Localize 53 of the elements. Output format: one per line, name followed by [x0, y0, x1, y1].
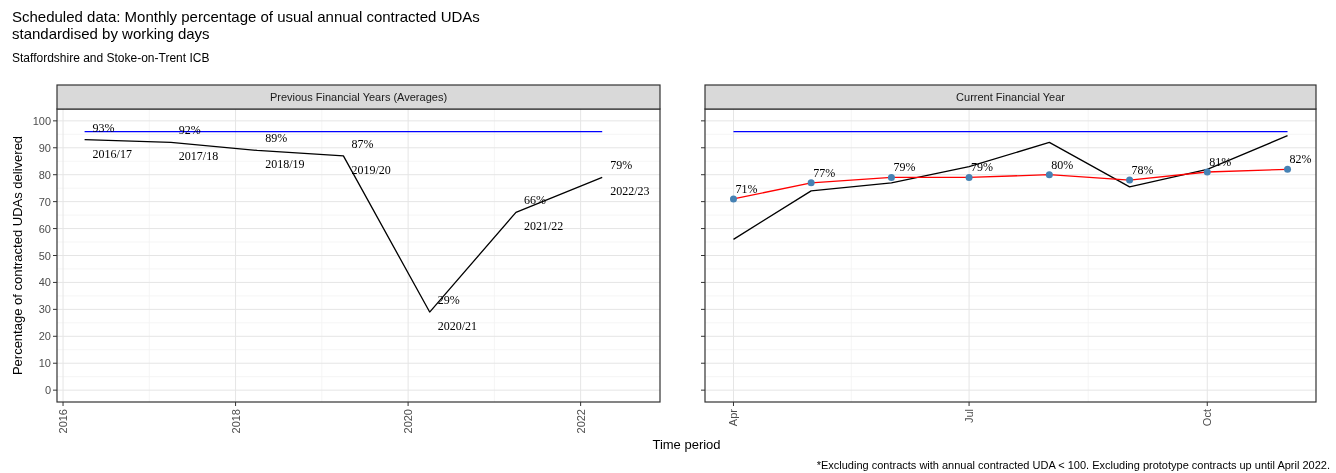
point	[887, 173, 895, 181]
annotation: 2019/20	[351, 162, 391, 177]
x-tick-label: Jul	[963, 409, 976, 424]
annotation: 2022/23	[610, 184, 650, 199]
y-tick-label: 0	[44, 384, 51, 397]
x-axis-title: Time period	[652, 437, 721, 452]
y-tick-label: 70	[38, 195, 51, 208]
y-axis-title: Percentage of contracted UDAs delivered	[10, 135, 25, 376]
annotation: 2020/21	[437, 319, 478, 334]
point	[965, 173, 973, 181]
y-tick-label: 80	[38, 168, 51, 181]
data-label: 93%	[92, 120, 115, 135]
x-tick-label: 2020	[402, 409, 415, 434]
y-tick-label: 100	[32, 114, 51, 127]
y-tick-label: 50	[38, 249, 51, 262]
point	[1203, 168, 1211, 176]
point	[729, 195, 737, 203]
chart-title: Previous Financial Years (Averages)	[269, 91, 448, 103]
chart-title: Current Financial Year	[956, 91, 1066, 103]
y-tick-label: 10	[38, 357, 51, 370]
text: Scheduled data: Monthly percentage of usual annual contracted UDAs standardised by working days	[12, 8, 480, 42]
x-tick-label: 2018	[229, 409, 242, 434]
data-label: 78%	[1131, 163, 1154, 178]
x-tick-label: Oct	[1201, 409, 1214, 427]
data-label: 87%	[351, 136, 374, 151]
annotation: 2018/19	[265, 157, 305, 172]
text: Staffordshire and Stoke-on-Trent ICB	[12, 51, 210, 65]
data-label: 89%	[265, 131, 288, 146]
y-tick-label: 40	[38, 276, 51, 289]
annotation: 2016/17	[92, 146, 132, 161]
annotation: 2017/18	[178, 149, 219, 164]
data-label: 79%	[971, 160, 994, 175]
data-label: 79%	[893, 160, 916, 175]
data-label: 29%	[437, 293, 460, 308]
x-tick-label: Apr	[727, 408, 740, 427]
data-label: 77%	[813, 165, 836, 180]
x-tick-label: 2022	[574, 409, 587, 434]
data-label: 79%	[610, 158, 633, 173]
annotation: 2021/22	[523, 219, 564, 234]
y-tick-label: 90	[38, 141, 51, 154]
x-tick-label: 2016	[57, 409, 70, 434]
point	[1126, 176, 1134, 184]
data-label: 66%	[523, 193, 546, 208]
point	[1045, 171, 1053, 179]
y-tick-label: 30	[38, 303, 51, 316]
y-tick-label: 20	[38, 330, 51, 343]
point	[807, 179, 815, 187]
text: *Excluding contracts with annual contracted UDA < 100. Excluding prototype contracts up until April 2022.	[816, 459, 1330, 471]
data-label: 80%	[1051, 157, 1074, 172]
data-label: 71%	[735, 181, 758, 196]
y-tick-label: 60	[38, 222, 51, 235]
point	[1284, 165, 1292, 173]
data-label: 82%	[1289, 152, 1312, 167]
